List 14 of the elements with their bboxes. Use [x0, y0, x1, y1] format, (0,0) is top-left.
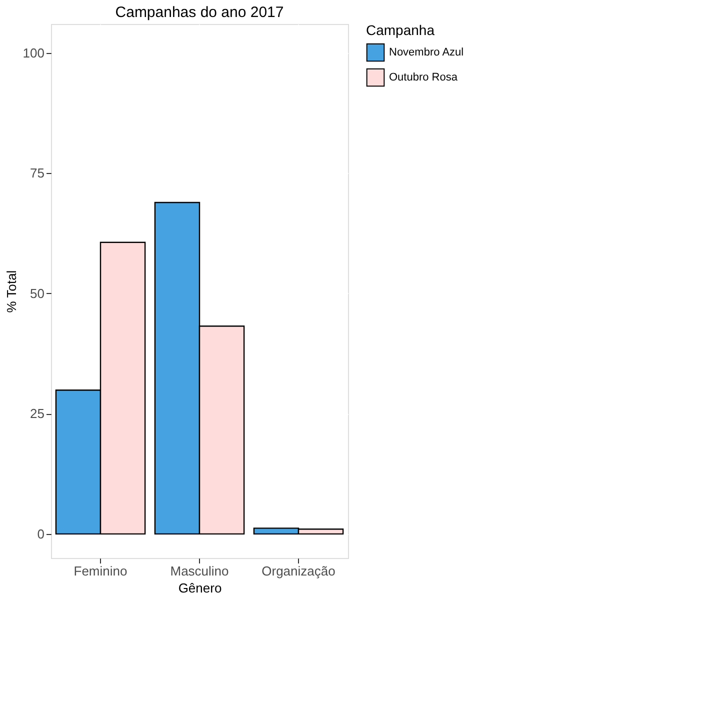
y-tick-label: 100	[22, 45, 44, 60]
y-tick-label: 25	[30, 406, 44, 422]
legend-label: Novembro Azul	[389, 46, 464, 58]
legend-label: Outubro Rosa	[389, 72, 458, 84]
y-tick-label: 50	[30, 286, 44, 301]
y-tick-label: 75	[30, 166, 44, 181]
y-tick-label: 0	[37, 526, 44, 542]
legend-title: Campanha	[366, 22, 435, 38]
y-axis-title: % Total	[4, 270, 19, 313]
x-tick-label: Masculino	[170, 564, 229, 578]
x-tick-label: Organização	[262, 564, 336, 578]
chart-title: Campanhas do ano 2017	[115, 4, 284, 21]
x-axis-title: Gênero	[178, 580, 222, 596]
x-tick-label: Feminino	[74, 564, 128, 578]
